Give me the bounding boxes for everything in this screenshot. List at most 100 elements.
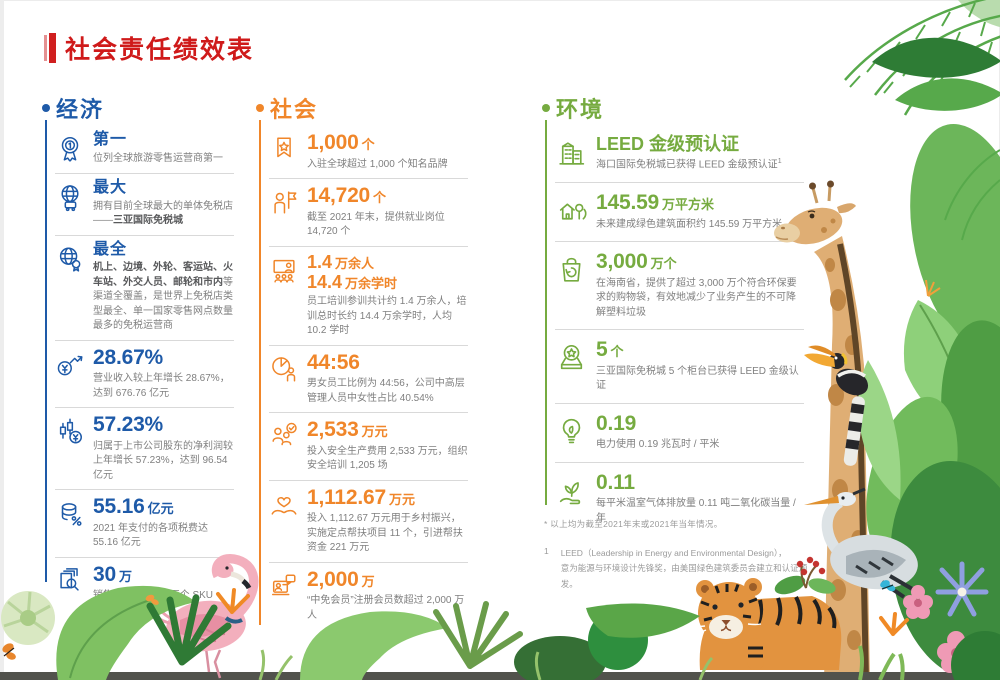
hornbill-illustration [804,345,869,466]
stat-item-jobs: 14,720 个 截至 2021 年末，提供就业岗位 14,720 个 [269,178,468,246]
economy-title: 经济 [56,97,105,122]
stat-value: 3,000 万个 [596,250,677,274]
stat-desc: 营业收入较上年增长 28.67%，达到 676.76 亿元 [93,373,230,399]
stat-item-sku: 30 万 销售产品超过 30 万个 SKU [55,556,234,610]
palm-fronds-top-right [844,0,1000,116]
eco-house-icon [555,194,588,227]
stat-value: 最大 [93,178,128,196]
page-title: 社会责任绩效表 [65,36,255,64]
stat-item-members: 2,000 万 “中免会员”注册会员数超过 2,000 万人 [269,561,468,630]
leed-medal-icon [555,341,588,374]
economy-column-line [45,120,47,582]
stat-item-coverage: 最全 机上、边境、外轮、客运站、火车站、外交人员、邮轮和市内等渠道全覆盖，是世界… [55,234,234,340]
stat-value: 44:56 [307,350,360,374]
stat-value: LEED 金级预认证 [596,134,740,155]
medal-first-icon [55,134,85,164]
jobs-person-icon [269,187,299,217]
stat-value: 0.11 [596,470,635,494]
stat-desc: 位列全球旅游零售运营商第一 [93,153,223,165]
environment-column-line [545,120,547,505]
tax-coins-icon [55,498,85,528]
environment-dot [542,104,550,112]
social-column-line [259,120,261,625]
stat-value-2: 14.4 万余学时 [307,271,398,292]
stock-coin-icon [55,416,85,446]
stat-value: 30 万 [93,562,132,586]
stat-desc: 投入 1,112.67 万元用于乡村振兴，实施定点帮扶项目 11 个，引进帮扶资… [307,513,463,554]
stat-item-leed-precert: LEED 金级预认证 海口国际免税城已获得 LEED 金级预认证1 [555,126,804,182]
stat-value: 最全 [93,240,128,258]
stat-item-gender-ratio: 44:56 男女员工比例为 44:56，公司中高层管理人员中女性占比 40.54… [269,344,468,413]
stat-desc: 员工培训参训共计约 1.4 万余人，培训总时长约 14.4 万余学时，人均 10… [307,296,467,337]
stat-value: 55.16 亿元 [93,495,174,519]
stat-value: 28.67% [93,345,164,369]
brand-flag-icon [269,134,299,164]
footnotes: * 以上均为截至2021年末或2021年当年情况。 1 LEED（Leaders… [544,518,824,592]
globe-badge-icon [55,244,85,274]
hand-leaf-icon [555,474,588,507]
social-title: 社会 [270,97,319,122]
stat-desc: “中免会员”注册会员数超过 2,000 万人 [307,595,465,621]
stat-desc: 三亚国际免税城 5 个柜台已获得 LEED 金级认证 [596,365,799,392]
stat-desc: 未来建成绿色建筑面积约 145.59 万平方米 [596,218,783,230]
stat-desc: 拥有目前全球最大的单体免税店——三亚国际免税城 [93,200,233,227]
stat-item-rural: 1,112.67 万元 投入 1,112.67 万元用于乡村振兴，实施定点帮扶项目… [269,479,468,562]
gender-pie-icon [269,354,299,384]
social-column: 社会 1,000 个 入驻全球超过 1,000 个知名品牌 14,720 个 截至 … [256,97,468,630]
member-card-icon [269,571,299,601]
stat-item-green-area: 145.59 万平方米 未来建成绿色建筑面积约 145.59 万平方米 [555,182,804,241]
stat-desc: 男女员工比例为 44:56，公司中高层管理人员中女性占比 40.54% [307,378,465,404]
stat-desc: 在海南省，提供了超过 3,000 万个符合环保要求的购物袋，有效地减少了业务产生… [596,277,797,318]
stat-item-rank: 第一 位列全球旅游零售运营商第一 [55,126,234,172]
page-edge-left [0,0,4,680]
stat-value: 1,112.67 万元 [307,485,416,509]
training-icon [269,255,299,285]
stat-item-revenue-growth: 28.67% 营业收入较上年增长 28.67%，达到 676.76 亿元 [55,339,234,408]
social-dot [256,104,264,112]
stat-value: 14,720 个 [307,184,387,208]
charity-hands-icon [269,489,299,519]
stat-value: 1.4 万余人 [307,251,375,272]
bulb-leaf-icon [555,415,588,448]
stat-value: 145.59 万平方米 [596,191,715,215]
title-accent-bar-dark [49,33,56,63]
economy-dot [42,104,50,112]
stat-value: 0.19 [596,411,637,435]
stat-item-safety: 2,533 万元 投入安全生产费用 2,533 万元，组织安全培训 1,205 场 [269,412,468,480]
eco-bag-icon [555,253,588,286]
stat-item-brands: 1,000 个 入驻全球超过 1,000 个知名品牌 [269,126,468,178]
stat-value: 2,533 万元 [307,418,388,442]
stat-desc: 每平米温室气体排放量 0.11 吨二氧化碳当量 / 年 [596,498,796,524]
economy-header: 经济 [42,97,234,122]
stat-item-training: 1.4 万余人 14.4 万余学时 员工培训参训共计约 1.4 万余人，培训总时长约… [269,245,468,345]
page-title-block: 社会责任绩效表 [44,30,254,66]
environment-header: 环境 [542,97,804,122]
sku-docs-icon [55,566,85,596]
coin-growth-icon [55,349,85,379]
stat-desc: 销售产品超过 30 万个 SKU [93,590,214,602]
environment-title: 环境 [556,97,605,122]
stat-desc: 投入安全生产费用 2,533 万元，组织安全培训 1,205 场 [307,445,468,472]
global-store-icon [55,182,85,212]
stat-value: 1,000 个 [307,131,375,155]
stat-item-eco-bags: 3,000 万个 在海南省，提供了超过 3,000 万个符合环保要求的购物袋，有效… [555,241,804,329]
environment-column: 环境 LEED 金级预认证 海口国际免税城已获得 LEED 金级预认证1 145… [542,97,804,536]
stat-desc: 归属于上市公司股东的净利润较上年增长 57.23%，达到 96.54 亿元 [93,440,233,481]
stat-item-power-use: 0.19 电力使用 0.19 兆瓦时 / 平米 [555,402,804,462]
title-accent-bar-light [44,35,47,61]
stat-value: 57.23% [93,413,164,437]
stat-value: 2,000 万 [307,567,375,591]
social-header: 社会 [256,97,468,122]
safety-check-icon [269,421,299,451]
stat-desc: 机上、边境、外轮、客运站、火车站、外交人员、邮轮和市内等渠道全覆盖，是世界上免税… [93,262,233,332]
stat-item-ghg: 0.11 每平米温室气体排放量 0.11 吨二氧化碳当量 / 年 [555,461,804,536]
stat-desc: 截至 2021 年末，提供就业岗位 14,720 个 [307,211,445,238]
stat-item-profit-growth: 57.23% 归属于上市公司股东的净利润较上年增长 57.23%，达到 96.5… [55,407,234,489]
footnote-asterisk: * 以上均为截至2021年末或2021年当年情况。 [544,519,723,529]
stat-desc: 电力使用 0.19 兆瓦时 / 平米 [596,439,720,451]
economy-column: 经济 第一 位列全球旅游零售运营商第一 最大 拥有目前全球最大的单体免税店——三… [42,97,234,610]
stat-desc: 入驻全球超过 1,000 个知名品牌 [307,158,448,170]
